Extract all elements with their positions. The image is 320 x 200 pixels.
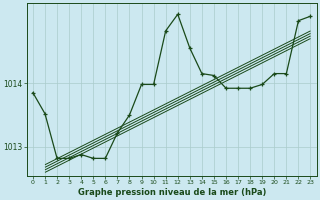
X-axis label: Graphe pression niveau de la mer (hPa): Graphe pression niveau de la mer (hPa) (77, 188, 266, 197)
